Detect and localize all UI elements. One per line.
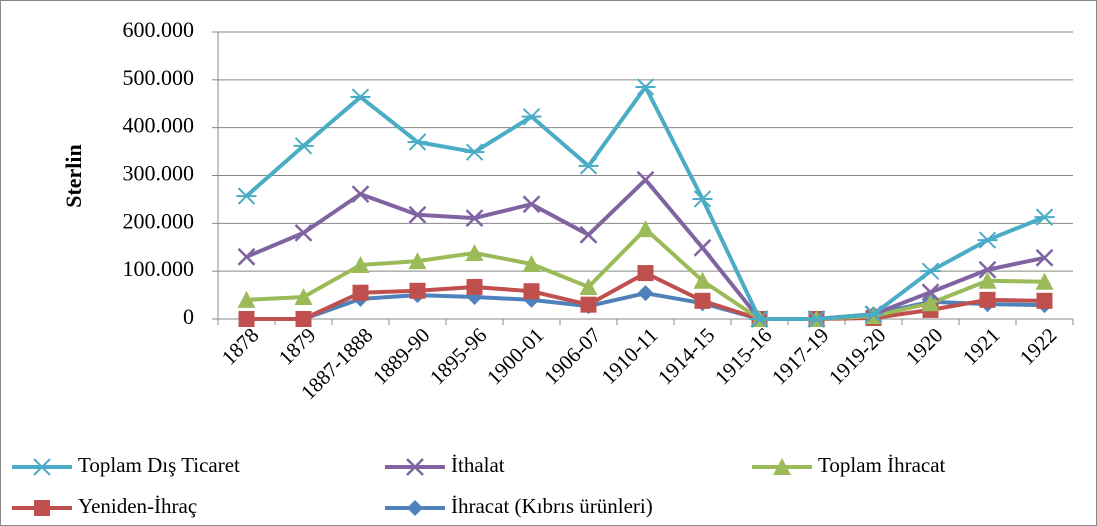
marker <box>635 78 656 96</box>
y-tick-label: 0 <box>183 304 194 329</box>
legend-label: İhracat (Kıbrıs ürünleri) <box>451 494 653 518</box>
marker <box>294 287 313 305</box>
marker <box>579 225 598 244</box>
marker <box>979 291 996 308</box>
marker <box>749 310 770 328</box>
marker <box>637 265 654 282</box>
legend-entry: Yeniden-İhraç <box>12 494 197 518</box>
marker <box>351 255 370 273</box>
marker <box>407 133 428 151</box>
marker <box>407 500 423 516</box>
marker <box>522 195 541 214</box>
marker <box>579 277 598 295</box>
marker <box>32 458 52 476</box>
marker <box>978 271 997 289</box>
marker <box>978 260 997 279</box>
marker <box>465 209 484 227</box>
marker <box>1035 272 1054 290</box>
y-tick-label: 300.000 <box>123 161 195 186</box>
marker <box>1034 208 1055 226</box>
marker <box>293 137 314 155</box>
marker <box>523 283 540 300</box>
marker <box>921 283 940 302</box>
marker <box>522 254 541 272</box>
marker <box>521 107 542 126</box>
marker <box>863 305 884 323</box>
marker <box>408 252 427 270</box>
y-tick-label: 200.000 <box>123 208 195 233</box>
marker <box>1036 292 1053 309</box>
marker <box>351 185 370 204</box>
marker <box>636 170 655 189</box>
marker <box>694 292 711 309</box>
y-tick-label: 500.000 <box>123 65 195 90</box>
legend-entry: İhracat (Kıbrıs ürünleri) <box>385 494 653 518</box>
marker <box>920 262 941 280</box>
legend-entry: İthalat <box>385 453 505 477</box>
y-tick-label: 600.000 <box>123 17 195 42</box>
marker <box>580 296 597 313</box>
marker <box>693 271 712 289</box>
marker <box>693 238 712 257</box>
marker <box>350 88 371 106</box>
marker <box>466 278 483 295</box>
marker <box>977 231 998 249</box>
marker <box>1035 248 1054 267</box>
marker <box>578 157 599 175</box>
marker <box>921 294 940 312</box>
marker <box>692 190 713 208</box>
marker <box>806 310 827 328</box>
marker <box>34 500 50 516</box>
legend-entry: Toplam Dış Ticaret <box>12 453 240 477</box>
marker <box>237 290 256 308</box>
y-tick-label: 100.000 <box>123 256 195 281</box>
marker <box>408 205 427 224</box>
marker <box>236 187 257 205</box>
marker <box>295 311 312 327</box>
y-tick-label: 400.000 <box>123 113 195 138</box>
legend-label: Toplam İhracat <box>818 453 946 477</box>
marker <box>237 247 256 266</box>
marker <box>465 243 484 261</box>
legend-entry: Toplam İhracat <box>752 453 946 477</box>
marker <box>294 224 313 242</box>
marker <box>352 284 369 301</box>
legend-label: Yeniden-İhraç <box>78 494 197 518</box>
marker <box>636 220 655 238</box>
marker <box>773 458 791 475</box>
marker <box>409 282 426 299</box>
marker <box>464 143 485 161</box>
legend-label: Toplam Dış Ticaret <box>78 453 240 477</box>
legend-label: İthalat <box>451 453 505 477</box>
marker <box>637 285 654 302</box>
marker <box>406 458 424 476</box>
marker <box>238 311 255 327</box>
y-axis-label: Sterlin <box>61 144 86 208</box>
